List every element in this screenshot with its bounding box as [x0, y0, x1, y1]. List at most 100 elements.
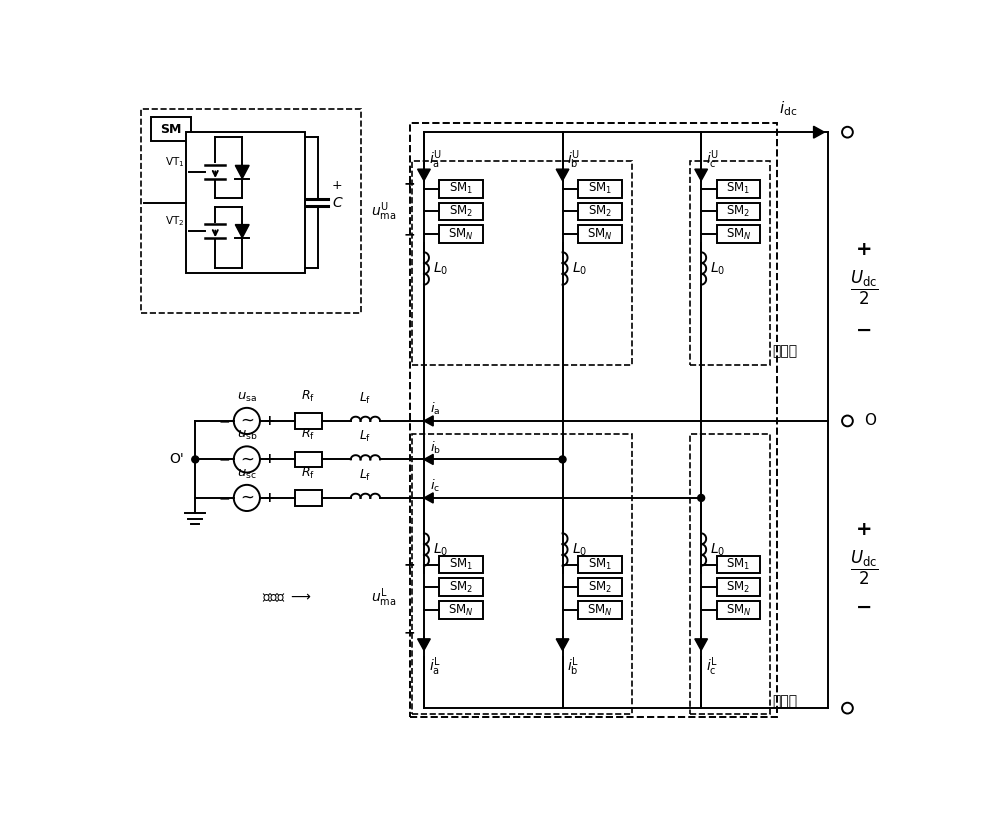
Bar	[717, 556, 760, 573]
Text: $\mathrm{SM}_{N}$: $\mathrm{SM}_{N}$	[448, 226, 474, 242]
Text: +: +	[856, 520, 873, 539]
Text: $\mathrm{SM}_{1}$: $\mathrm{SM}_{1}$	[588, 181, 612, 196]
Bar	[439, 225, 483, 243]
Text: $\mathrm{SM}_{1}$: $\mathrm{SM}_{1}$	[726, 557, 751, 572]
Text: O': O'	[169, 453, 184, 467]
Bar	[439, 556, 483, 573]
Bar	[295, 452, 322, 467]
Bar	[578, 578, 622, 596]
Circle shape	[234, 446, 260, 473]
Text: 相单元 $\longrightarrow$: 相单元 $\longrightarrow$	[262, 590, 312, 604]
Text: ~: ~	[240, 450, 254, 468]
Bar	[578, 556, 622, 573]
Circle shape	[234, 408, 260, 434]
Text: +: +	[264, 453, 275, 467]
Text: $L_{\rm f}$: $L_{\rm f}$	[359, 429, 372, 444]
Text: $i_{\rm a}^{\rm U}$: $i_{\rm a}^{\rm U}$	[429, 148, 442, 171]
Text: $\dfrac{U_{\rm dc}}{2}$: $\dfrac{U_{\rm dc}}{2}$	[850, 549, 879, 587]
Circle shape	[234, 485, 260, 511]
Text: −: −	[218, 453, 230, 467]
Text: $\mathrm{SM}_{1}$: $\mathrm{SM}_{1}$	[726, 181, 751, 196]
Polygon shape	[424, 416, 433, 426]
Text: 下桥臂: 下桥臂	[773, 694, 798, 708]
Bar	[690, 434, 770, 715]
Text: $L_{\rm f}$: $L_{\rm f}$	[359, 390, 372, 405]
Text: ~: ~	[240, 489, 254, 507]
Text: $\mathrm{SM}_{2}$: $\mathrm{SM}_{2}$	[588, 204, 612, 219]
Bar	[412, 434, 632, 715]
Bar	[295, 414, 322, 428]
Text: $i_{\rm a}$: $i_{\rm a}$	[430, 401, 441, 417]
Text: $i_{\rm c}^{\rm U}$: $i_{\rm c}^{\rm U}$	[706, 148, 719, 171]
Polygon shape	[556, 169, 569, 181]
Text: $\mathrm{SM}_{N}$: $\mathrm{SM}_{N}$	[726, 226, 751, 242]
Bar	[578, 601, 622, 619]
Text: $\mathrm{SM}_{2}$: $\mathrm{SM}_{2}$	[449, 580, 473, 595]
Text: $u_{\rm ma}^{\rm L}$: $u_{\rm ma}^{\rm L}$	[371, 586, 396, 608]
Text: $i_{\rm a}^{\rm L}$: $i_{\rm a}^{\rm L}$	[429, 655, 441, 677]
Text: +: +	[403, 558, 415, 572]
Text: $\mathrm{SM}_{N}$: $\mathrm{SM}_{N}$	[448, 602, 474, 617]
Text: O: O	[864, 414, 876, 428]
Text: $L_0$: $L_0$	[710, 542, 726, 557]
Bar	[439, 601, 483, 619]
Text: $i_{\rm c}^{\rm L}$: $i_{\rm c}^{\rm L}$	[706, 655, 718, 677]
Text: ~: ~	[240, 412, 254, 430]
Circle shape	[842, 703, 853, 714]
Text: $\mathrm{VT}_1$: $\mathrm{VT}_1$	[165, 155, 184, 169]
Text: $R_{\rm f}$: $R_{\rm f}$	[301, 389, 315, 404]
Text: $L_0$: $L_0$	[433, 542, 448, 557]
Text: $\mathrm{VT}_2$: $\mathrm{VT}_2$	[165, 214, 184, 228]
Text: $i_{\rm c}$: $i_{\rm c}$	[430, 478, 440, 494]
Bar	[717, 203, 760, 220]
Text: $i_{\rm dc}$: $i_{\rm dc}$	[779, 100, 797, 118]
Text: $u_{\rm sc}$: $u_{\rm sc}$	[237, 468, 257, 481]
Text: $i_{\rm b}^{\rm U}$: $i_{\rm b}^{\rm U}$	[567, 148, 580, 171]
Text: SM: SM	[160, 122, 181, 136]
Bar	[295, 490, 322, 506]
Text: $\mathrm{SM}_{2}$: $\mathrm{SM}_{2}$	[726, 204, 751, 219]
Polygon shape	[235, 166, 249, 179]
Text: $L_{\rm f}$: $L_{\rm f}$	[359, 468, 372, 483]
Bar	[578, 203, 622, 220]
Circle shape	[842, 126, 853, 137]
Bar	[578, 180, 622, 198]
Text: −: −	[218, 414, 230, 428]
Bar	[439, 578, 483, 596]
Text: $\mathrm{SM}_{1}$: $\mathrm{SM}_{1}$	[449, 181, 473, 196]
Bar	[690, 161, 770, 364]
Text: +: +	[332, 179, 342, 192]
Polygon shape	[695, 639, 708, 651]
Polygon shape	[424, 493, 433, 503]
Text: $i_{\rm b}$: $i_{\rm b}$	[430, 439, 441, 456]
Text: $\mathrm{SM}_{2}$: $\mathrm{SM}_{2}$	[726, 580, 751, 595]
Circle shape	[842, 415, 853, 426]
Text: +: +	[856, 240, 873, 259]
Bar	[578, 225, 622, 243]
Bar	[717, 578, 760, 596]
Polygon shape	[556, 639, 569, 651]
Circle shape	[559, 456, 566, 463]
Text: +: +	[264, 414, 275, 428]
Text: −: −	[403, 626, 415, 640]
Text: +: +	[403, 176, 415, 191]
Polygon shape	[424, 454, 433, 464]
Text: −: −	[403, 227, 415, 241]
Text: 上桥臂: 上桥臂	[773, 344, 798, 359]
Text: $L_0$: $L_0$	[572, 542, 587, 557]
Text: $i_{\rm b}^{\rm L}$: $i_{\rm b}^{\rm L}$	[567, 655, 579, 677]
Text: $L_0$: $L_0$	[572, 260, 587, 277]
Text: $L_0$: $L_0$	[433, 260, 448, 277]
Text: $R_{\rm f}$: $R_{\rm f}$	[301, 428, 315, 443]
Text: −: −	[856, 597, 873, 617]
Text: $\mathrm{SM}_{1}$: $\mathrm{SM}_{1}$	[588, 557, 612, 572]
Bar	[186, 132, 305, 273]
Bar	[717, 601, 760, 619]
Text: $u_{\rm sa}$: $u_{\rm sa}$	[237, 391, 257, 404]
Polygon shape	[235, 225, 249, 238]
Text: $C$: $C$	[332, 196, 343, 210]
Text: $\mathrm{SM}_{N}$: $\mathrm{SM}_{N}$	[587, 226, 613, 242]
Circle shape	[192, 456, 199, 463]
Polygon shape	[695, 169, 708, 181]
Text: $u_{\rm sb}$: $u_{\rm sb}$	[237, 429, 257, 443]
